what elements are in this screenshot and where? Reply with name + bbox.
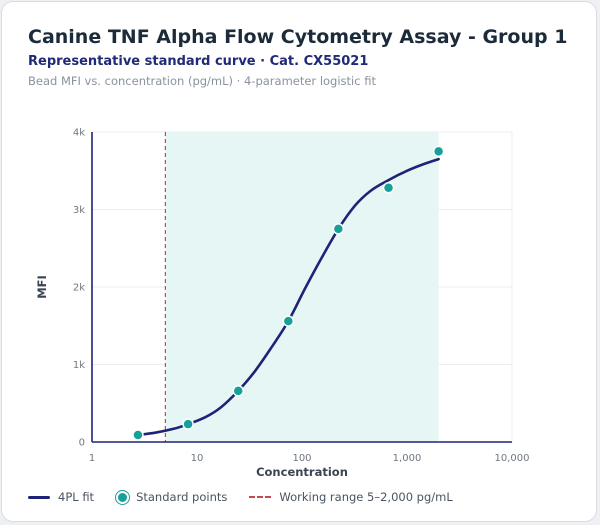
x-tick-label: 1 bbox=[89, 453, 95, 464]
point-layer bbox=[132, 145, 445, 441]
legend-swatch-points bbox=[116, 490, 130, 504]
y-tick-label: 3k bbox=[73, 205, 85, 216]
standard-point bbox=[432, 145, 445, 158]
x-axis-label: Concentration bbox=[256, 465, 348, 479]
standard-point bbox=[232, 385, 244, 397]
tick-layer: 1 10 100 1,000 10,000 0 1k 2k 3k 4k bbox=[73, 128, 530, 465]
legend-item-fit: 4PL fit bbox=[28, 490, 94, 504]
y-tick-label: 4k bbox=[73, 128, 85, 139]
standard-point bbox=[282, 315, 295, 327]
working-range-band bbox=[165, 132, 439, 442]
legend-swatch-fit bbox=[28, 495, 50, 499]
y-tick-label: 1k bbox=[73, 360, 85, 371]
legend-item-points: Standard points bbox=[116, 490, 227, 504]
x-tick-label: 1,000 bbox=[393, 453, 422, 464]
chart-title: Canine TNF Alpha Flow Cytometry Assay - … bbox=[28, 26, 568, 48]
legend-item-range: Working range 5–2,000 pg/mL bbox=[249, 490, 453, 504]
legend-label-range: Working range 5–2,000 pg/mL bbox=[279, 490, 453, 504]
legend-label-points: Standard points bbox=[136, 490, 228, 504]
y-tick-label: 0 bbox=[79, 438, 85, 449]
chart-subtitle: Representative standard curve · Cat. CX5… bbox=[28, 54, 369, 69]
x-tick-label: 100 bbox=[292, 453, 311, 464]
legend-label-fit: 4PL fit bbox=[58, 490, 95, 504]
x-tick-label: 10 bbox=[191, 453, 204, 464]
chart-caption: Bead MFI vs. concentration (pg/mL) · 4-p… bbox=[28, 74, 376, 88]
x-tick-label: 10,000 bbox=[495, 453, 530, 464]
y-tick-label: 2k bbox=[73, 283, 85, 294]
axis-layer bbox=[91, 132, 512, 443]
standard-point bbox=[182, 418, 194, 430]
y-axis-label: MFI bbox=[35, 275, 49, 299]
plot-area: 1 10 100 1,000 10,000 0 1k 2k 3k 4k Concentration… bbox=[35, 128, 530, 480]
legend-swatch-range bbox=[249, 496, 272, 498]
legend: 4PL fit Standard points Working range 5–… bbox=[28, 490, 475, 504]
standard-point bbox=[332, 223, 345, 235]
standard-point bbox=[132, 429, 144, 441]
standard-point bbox=[382, 182, 395, 194]
